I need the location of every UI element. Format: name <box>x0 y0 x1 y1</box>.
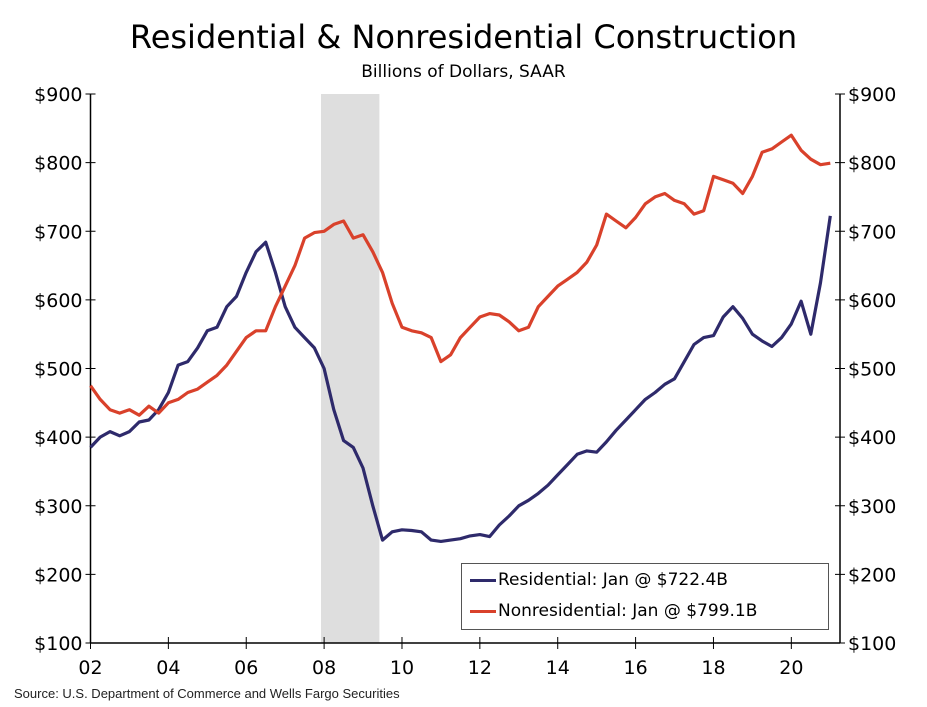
y-tick-label-right: $600 <box>848 290 896 312</box>
series-line-residential <box>89 215 832 543</box>
x-tick-label: 08 <box>312 657 336 679</box>
x-tick-label: 10 <box>390 657 414 679</box>
legend-swatch-residential <box>470 578 496 582</box>
x-tick-label: 14 <box>546 657 570 679</box>
y-tick-label-right: $900 <box>848 84 896 106</box>
y-tick-label-left: $100 <box>34 633 82 655</box>
x-tick-label: 12 <box>468 657 492 679</box>
legend-label-residential: Residential: Jan @ $722.4B <box>498 570 728 590</box>
y-tick-label-right: $500 <box>848 359 896 381</box>
y-tick-label-left: $900 <box>34 84 82 106</box>
y-tick-label-left: $800 <box>34 153 82 175</box>
y-tick-label-left: $600 <box>34 290 82 312</box>
x-tick-label: 04 <box>156 657 180 679</box>
y-tick-label-right: $300 <box>848 496 896 518</box>
y-tick-label-left: $700 <box>34 221 82 243</box>
legend-item-nonresidential: Nonresidential: Jan @ $799.1B <box>470 601 757 621</box>
source-note: Source: U.S. Department of Commerce and … <box>14 686 400 701</box>
legend: Residential: Jan @ $722.4B Nonresidentia… <box>461 563 829 630</box>
y-tick-label-right: $400 <box>848 427 896 449</box>
x-tick-label: 20 <box>779 657 803 679</box>
chart-subtitle: Billions of Dollars, SAAR <box>361 62 566 82</box>
legend-swatch-nonresidential <box>470 609 496 613</box>
y-tick-label-right: $800 <box>848 153 896 175</box>
chart-title: Residential & Nonresidential Constructio… <box>129 18 798 56</box>
legend-item-residential: Residential: Jan @ $722.4B <box>470 570 728 590</box>
x-tick-label: 02 <box>78 657 102 679</box>
x-tick-label: 16 <box>623 657 647 679</box>
y-tick-label-left: $200 <box>34 564 82 586</box>
legend-label-nonresidential: Nonresidential: Jan @ $799.1B <box>498 601 758 621</box>
x-tick-label: 18 <box>701 657 725 679</box>
recession-shading <box>320 94 380 643</box>
y-tick-label-right: $200 <box>848 564 896 586</box>
series-line-nonresidential <box>89 133 831 417</box>
y-tick-label-left: $500 <box>34 359 82 381</box>
y-tick-label-left: $300 <box>34 496 82 518</box>
y-tick-label-right: $700 <box>848 221 896 243</box>
x-tick-label: 06 <box>234 657 258 679</box>
y-tick-label-right: $100 <box>848 633 896 655</box>
y-tick-label-left: $400 <box>34 427 82 449</box>
